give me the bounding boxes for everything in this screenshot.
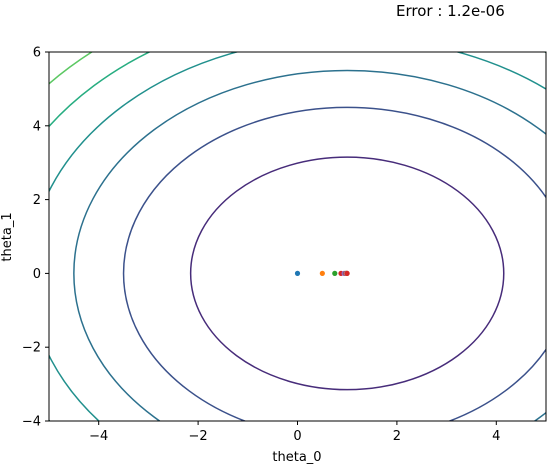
contour-level-1 [189, 156, 505, 391]
y-tick-label: 0 [33, 267, 41, 282]
x-tick-label: −4 [89, 429, 108, 444]
y-tick-label: 2 [33, 193, 41, 208]
data-point [319, 270, 325, 276]
x-axis-label: theta_0 [272, 450, 321, 465]
descent-path-points [294, 270, 350, 276]
x-tick-label: 2 [393, 429, 401, 444]
data-point [294, 270, 301, 276]
y-tick-label: −4 [22, 415, 41, 430]
contour-level-3 [73, 69, 546, 421]
chart-title: Error : 1.2e-06 [396, 2, 505, 20]
y-tick-label: 4 [33, 119, 41, 134]
data-point [344, 270, 350, 276]
x-tick-label: −2 [189, 429, 208, 444]
data-point [332, 270, 338, 276]
x-tick-label: 4 [492, 429, 500, 444]
x-tick-label: 0 [293, 429, 301, 444]
y-tick-label: 6 [33, 46, 41, 61]
y-axis-label: theta_1 [0, 212, 15, 261]
contour-level-2 [122, 106, 546, 421]
x-axis-ticks: −4 −2 0 2 4 [89, 421, 500, 444]
y-axis-ticks: −4 −2 0 2 4 6 [22, 46, 49, 430]
y-tick-label: −2 [22, 341, 41, 356]
